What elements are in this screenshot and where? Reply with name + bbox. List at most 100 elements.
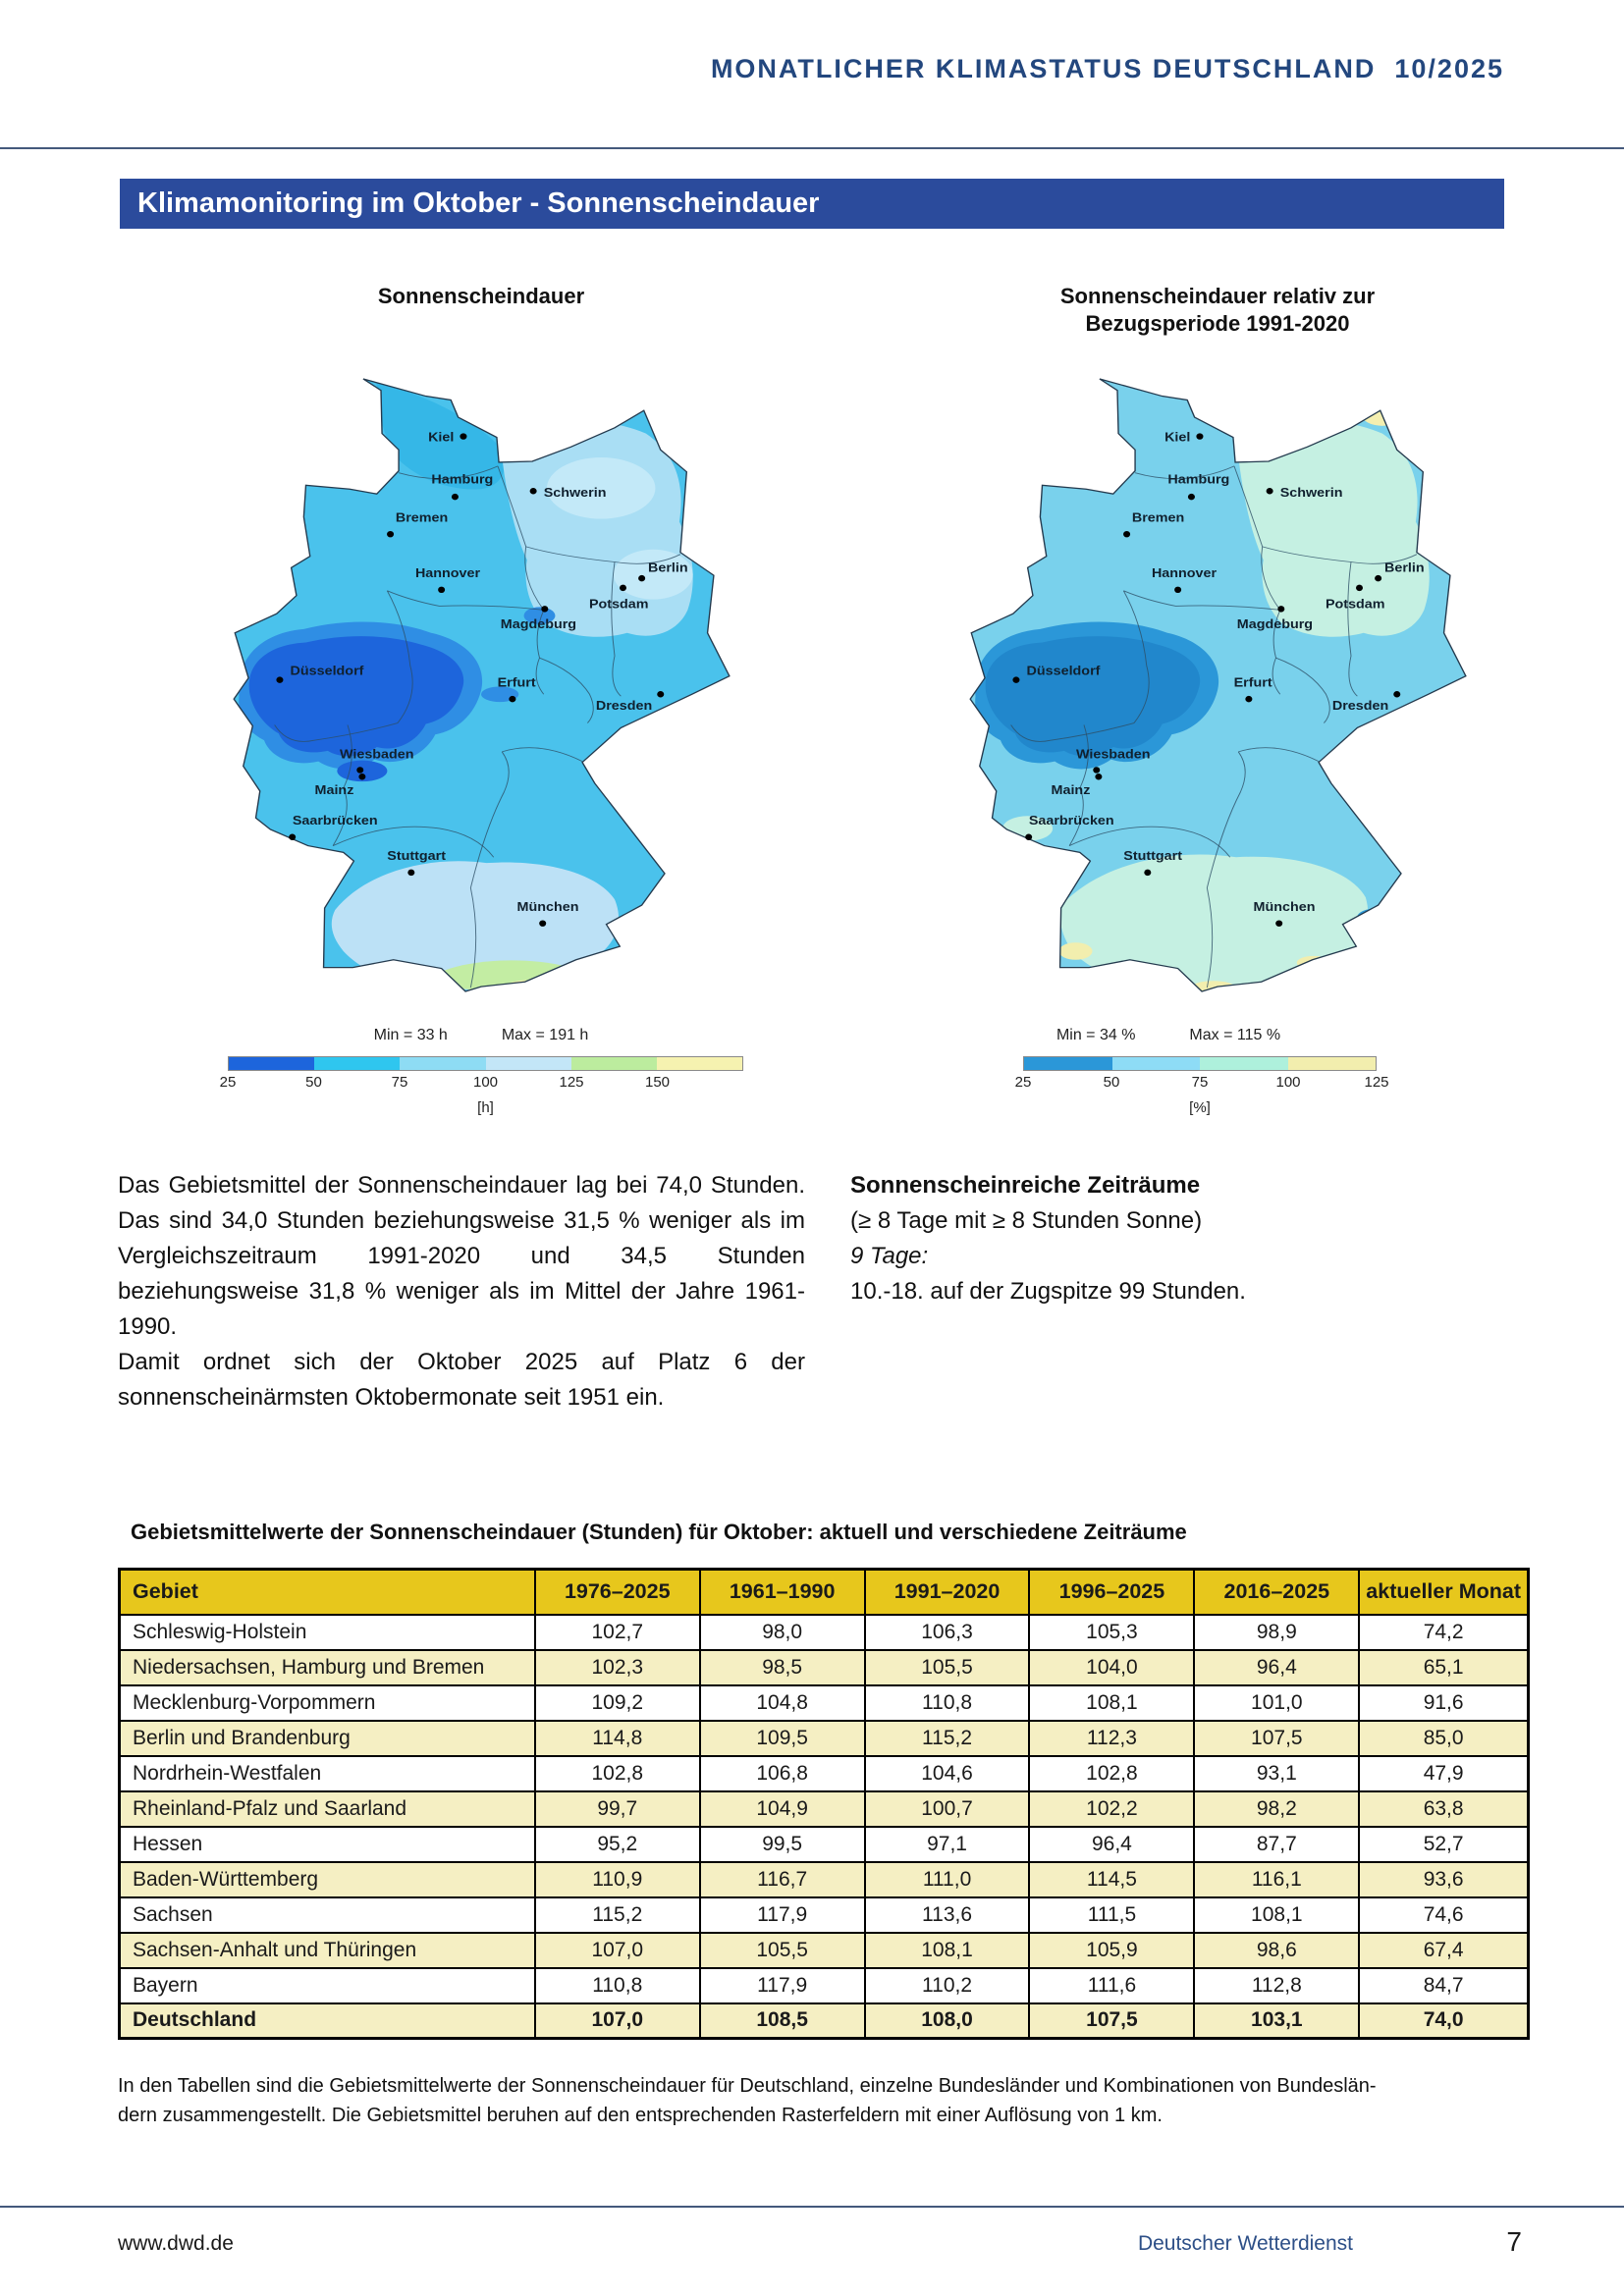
legend-segment: [656, 1057, 743, 1070]
column-header: 1991–2020: [863, 1568, 1031, 1616]
city-dot: [1266, 488, 1273, 495]
city-dot: [539, 920, 547, 927]
city-dot: [1196, 433, 1204, 440]
value-cell: 109,2: [533, 1683, 701, 1722]
value-cell: 111,5: [1028, 1896, 1196, 1934]
value-cell: 107,0: [533, 1931, 701, 1969]
germany-outline: [969, 378, 1467, 992]
legend-segment: [229, 1057, 315, 1070]
value-cell: 102,2: [1028, 1789, 1196, 1828]
city-dot: [1375, 574, 1382, 582]
value-cell: 93,1: [1193, 1754, 1361, 1792]
value-cell: 110,2: [863, 1966, 1031, 2004]
value-cell: 112,3: [1028, 1719, 1196, 1757]
sunny-periods-criteria: (≥ 8 Tage mit ≥ 8 Stunden Sonne): [850, 1207, 1203, 1234]
germany-map-sunshine-relative: Kiel Hamburg Schwerin Bremen Hannover Berlin P…: [969, 378, 1467, 992]
city-label: Erfurt: [498, 675, 536, 689]
city-label: Potsdam: [1326, 597, 1385, 611]
city-dot: [1187, 493, 1195, 501]
value-cell: 114,8: [533, 1719, 701, 1757]
city-label: Magdeburg: [1237, 616, 1313, 630]
value-cell: 63,8: [1358, 1789, 1530, 1828]
value-cell: 105,9: [1028, 1931, 1196, 1969]
city-label: Hannover: [415, 566, 481, 580]
column-header: 1996–2025: [1028, 1568, 1196, 1616]
value-cell: 74,0: [1358, 2002, 1530, 2040]
table-header-row: Gebiet 1976–2025 1961–1990 1991–2020 1996–20…: [118, 1568, 1530, 1616]
footnote-line-1: In den Tabellen sind die Gebietsmittelwe…: [118, 2075, 1377, 2097]
legend-color-bar: [228, 1056, 743, 1071]
sunshine-duration-table: Gebiet 1976–2025 1961–1990 1991–2020 1996–20…: [118, 1568, 1530, 2040]
table-row: Niedersachsen, Hamburg und Bremen 102,3 98…: [118, 1648, 1530, 1686]
city-dot: [289, 833, 297, 840]
value-cell: 103,1: [1193, 2002, 1361, 2040]
legend-tick-label: 75: [391, 1074, 408, 1091]
value-cell: 52,7: [1358, 1825, 1530, 1863]
column-header: aktueller Monat: [1358, 1568, 1530, 1616]
city-label: Berlin: [648, 561, 688, 574]
city-label: Bremen: [396, 510, 448, 524]
footer-website-link[interactable]: www.dwd.de: [118, 2232, 234, 2255]
value-cell: 85,0: [1358, 1719, 1530, 1757]
value-cell: 117,9: [698, 1966, 866, 2004]
min-value-label: Min = 34 %: [1056, 1027, 1136, 1043]
value-cell: 104,8: [698, 1683, 866, 1722]
value-cell: 107,5: [1193, 1719, 1361, 1757]
city-dot: [276, 676, 284, 683]
legend-tick-label: 50: [305, 1074, 322, 1091]
table-row: Hessen 95,2 99,5 97,1 96,4 87,7 52,7: [118, 1825, 1530, 1863]
map-color-regions: [234, 378, 730, 991]
value-cell: 74,2: [1358, 1613, 1530, 1651]
value-cell: 112,8: [1193, 1966, 1361, 2004]
value-cell: 102,3: [533, 1648, 701, 1686]
city-label: Schwerin: [1280, 486, 1343, 500]
value-cell: 104,6: [863, 1754, 1031, 1792]
city-dot: [1012, 676, 1020, 683]
legend-tick-label: 150: [644, 1074, 671, 1091]
germany-outline: [233, 378, 731, 992]
column-header: 1961–1990: [698, 1568, 866, 1616]
value-cell: 74,6: [1358, 1896, 1530, 1934]
document-header-title: MONATLICHER KLIMASTATUS DEUTSCHLAND 10/2…: [710, 54, 1504, 83]
value-cell: 97,1: [863, 1825, 1031, 1863]
value-cell: 108,0: [863, 2002, 1031, 2040]
summary-paragraph-2: Damit ordnet sich der Oktober 2025 auf P…: [118, 1349, 805, 1411]
legend-segment: [1287, 1057, 1376, 1070]
value-cell: 116,1: [1193, 1860, 1361, 1898]
city-label: Wiesbaden: [1076, 747, 1151, 761]
value-cell: 110,9: [533, 1860, 701, 1898]
city-dot: [619, 584, 627, 592]
city-label: Dresden: [596, 698, 652, 712]
value-cell: 116,7: [698, 1860, 866, 1898]
city-dot: [1093, 767, 1101, 774]
value-cell: 98,5: [698, 1648, 866, 1686]
value-cell: 115,2: [863, 1719, 1031, 1757]
value-cell: 108,5: [698, 2002, 866, 2040]
sunny-periods-count: 9 Tage:: [850, 1243, 929, 1269]
right-map-color-legend: 25 50 75 100 125 [%]: [1015, 1056, 1389, 1116]
value-cell: 102,7: [533, 1613, 701, 1651]
city-dot: [358, 774, 366, 780]
table-row: Berlin und Brandenburg 114,8 109,5 115,2 112…: [118, 1719, 1530, 1757]
city-label: Kiel: [428, 430, 454, 444]
left-map-minmax: Min = 33 h Max = 191 h: [231, 1027, 731, 1044]
value-cell: 108,1: [1028, 1683, 1196, 1722]
value-cell: 99,7: [533, 1789, 701, 1828]
city-dot: [638, 574, 646, 582]
legend-segment: [314, 1057, 401, 1070]
legend-segment: [400, 1057, 486, 1070]
legend-tick-label: 125: [559, 1074, 584, 1091]
table-row: Mecklenburg-Vorpommern 109,2 104,8 110,8 108…: [118, 1683, 1530, 1722]
region-name-cell: Berlin und Brandenburg: [118, 1719, 536, 1757]
value-cell: 84,7: [1358, 1966, 1530, 2004]
legend-segment: [1024, 1057, 1112, 1070]
table-row: Baden-Württemberg 110,9 116,7 111,0 114,5 116…: [118, 1860, 1530, 1898]
sunny-periods-heading: Sonnenscheinreiche Zeiträume: [850, 1172, 1201, 1199]
city-dot: [1245, 695, 1253, 703]
value-cell: 115,2: [533, 1896, 701, 1934]
summary-text-column: Das Gebietsmittel der Sonnenscheindauer …: [118, 1168, 805, 1415]
value-cell: 101,0: [1193, 1683, 1361, 1722]
city-dot: [1275, 920, 1283, 927]
region-name-cell: Bayern: [118, 1966, 536, 2004]
city-dot: [438, 586, 446, 594]
